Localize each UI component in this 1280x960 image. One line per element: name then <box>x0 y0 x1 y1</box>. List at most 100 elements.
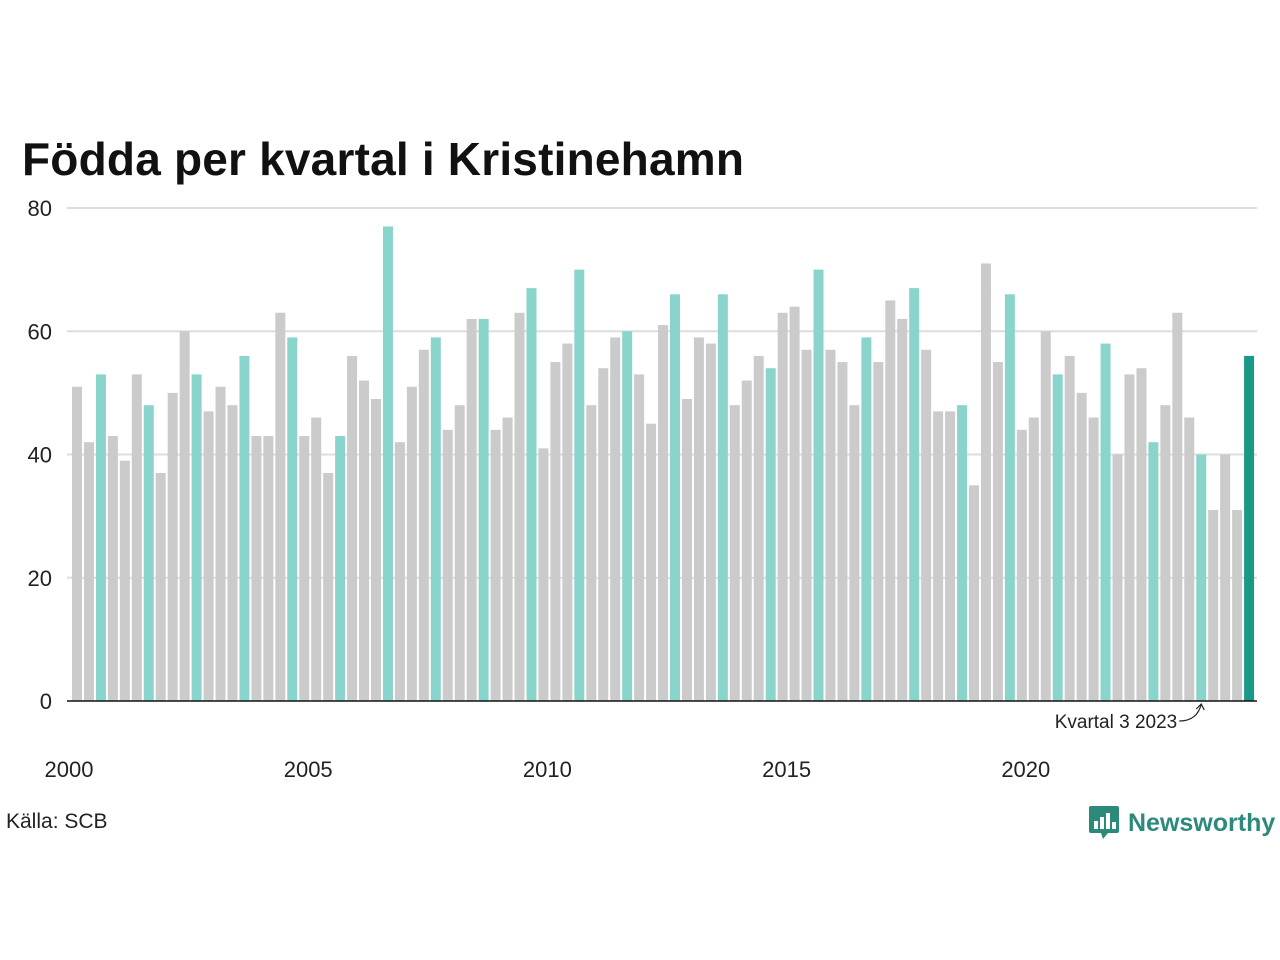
bar <box>275 312 286 701</box>
bar <box>179 331 190 701</box>
brand-name: Newsworthy <box>1128 808 1276 837</box>
bar <box>921 349 932 701</box>
y-tick-label: 20 <box>28 566 52 591</box>
bar <box>992 362 1003 701</box>
bar <box>586 405 597 701</box>
annotation: Kvartal 3 2023 <box>1055 702 1205 733</box>
x-tick-label: 2015 <box>762 757 811 782</box>
bar <box>442 429 453 701</box>
bar <box>634 374 645 701</box>
bar <box>1124 374 1135 701</box>
bar <box>155 472 166 701</box>
bar <box>933 411 944 701</box>
bar <box>729 405 740 701</box>
bar <box>406 386 417 701</box>
bar <box>1064 355 1075 701</box>
bar <box>1220 454 1231 701</box>
bar <box>765 368 776 701</box>
bar <box>825 349 836 701</box>
bar <box>693 337 704 701</box>
brand-logo: Newsworthy <box>1088 804 1275 842</box>
bar <box>1196 454 1207 701</box>
bar <box>885 300 896 701</box>
bar <box>191 374 202 701</box>
chart-title: Födda per kvartal i Kristinehamn <box>22 133 745 185</box>
bar <box>1004 294 1015 701</box>
bar <box>227 405 238 701</box>
bar <box>299 436 310 701</box>
bar <box>239 355 250 701</box>
bar <box>980 263 991 701</box>
bar <box>1148 442 1159 701</box>
bar <box>705 343 716 701</box>
bar <box>969 485 979 701</box>
bar <box>550 362 561 701</box>
bar <box>538 448 549 701</box>
bar <box>1172 312 1183 701</box>
bar <box>131 374 142 701</box>
bar <box>287 337 298 701</box>
bar <box>430 337 441 701</box>
bar <box>646 423 657 701</box>
bar <box>347 355 358 701</box>
bar <box>83 442 94 701</box>
x-tick-label: 2000 <box>45 757 94 782</box>
bar <box>849 405 860 701</box>
bar <box>1088 417 1099 701</box>
bar <box>1208 509 1219 701</box>
bar <box>1232 509 1243 701</box>
bar <box>801 349 812 701</box>
bar <box>526 288 537 701</box>
bar <box>562 343 573 701</box>
bar <box>490 429 501 701</box>
bar <box>1076 392 1087 701</box>
bar <box>957 405 968 701</box>
bar <box>311 417 322 701</box>
bar <box>777 312 788 701</box>
bar <box>323 472 334 701</box>
bar <box>1160 405 1171 701</box>
x-tick-label: 2010 <box>523 757 572 782</box>
bar <box>837 362 848 701</box>
bar <box>454 405 465 701</box>
bars <box>72 226 1255 702</box>
bar <box>371 399 381 701</box>
bar <box>95 374 106 701</box>
bar <box>574 269 585 701</box>
bar <box>514 312 525 701</box>
bar <box>681 399 692 701</box>
bar <box>1040 331 1051 701</box>
bar <box>143 405 154 701</box>
bar <box>478 318 489 701</box>
x-axis-ticks: 2000 2005 2010 2015 2020 <box>45 757 1051 782</box>
bar <box>119 460 130 701</box>
bar <box>1112 454 1123 701</box>
source-credit: Källa: SCB <box>6 810 108 833</box>
y-tick-label: 60 <box>28 319 52 344</box>
bar <box>813 269 824 701</box>
bar <box>622 331 633 701</box>
x-tick-label: 2005 <box>284 757 333 782</box>
bar-chart: 0 20 40 60 80 2000 2005 2010 2015 2020 Kvartal 3… <box>28 196 1257 782</box>
annotation-arrow-icon <box>1179 702 1205 722</box>
bar <box>789 306 800 701</box>
bar <box>1244 355 1255 701</box>
bar <box>753 355 764 701</box>
y-axis-ticks: 0 20 40 60 80 <box>28 196 52 714</box>
bar <box>263 436 274 701</box>
bar <box>1052 374 1063 701</box>
bar <box>658 325 669 701</box>
bar <box>873 362 884 701</box>
bar <box>598 368 609 701</box>
bar <box>251 436 262 701</box>
bar <box>203 411 214 701</box>
bar <box>359 380 370 701</box>
bar <box>897 318 908 701</box>
bar <box>335 436 346 701</box>
bar <box>861 337 872 701</box>
bar <box>1016 429 1027 701</box>
bar <box>741 380 752 701</box>
bar <box>945 411 956 701</box>
y-tick-label: 40 <box>28 443 52 468</box>
bar <box>394 442 405 701</box>
